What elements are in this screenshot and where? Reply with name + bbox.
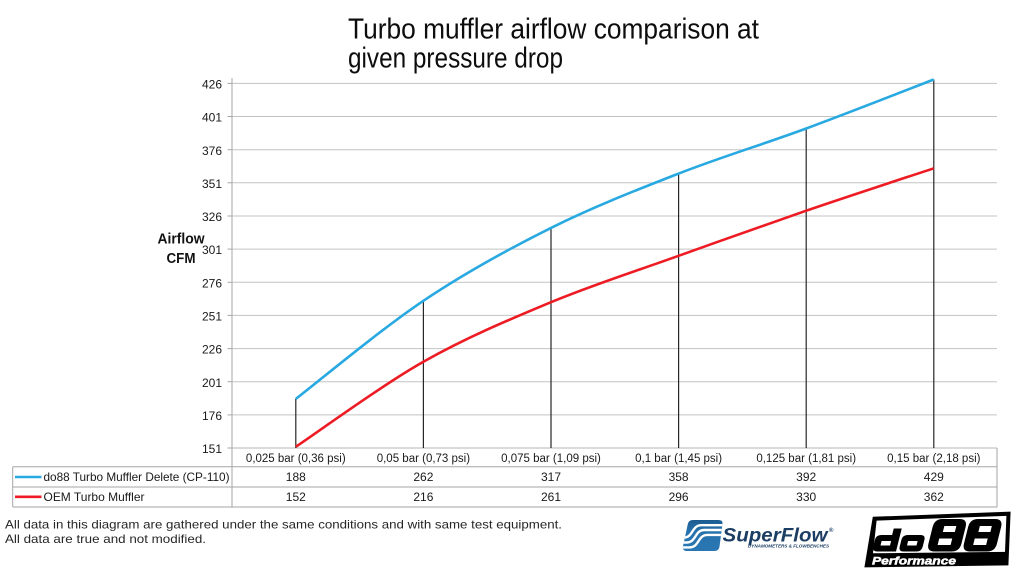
- svg-text:276: 276: [202, 276, 222, 290]
- svg-text:SuperFlow: SuperFlow: [723, 525, 830, 547]
- svg-text:151: 151: [202, 442, 222, 456]
- svg-text:®: ®: [829, 527, 834, 534]
- svg-text:Performance: Performance: [872, 555, 956, 567]
- svg-text:0,025 bar (0,36 psi): 0,025 bar (0,36 psi): [246, 453, 346, 465]
- svg-text:401: 401: [202, 111, 222, 125]
- svg-text:All data in this diagram are g: All data in this diagram are gathered un…: [5, 518, 562, 532]
- svg-text:0,15 bar (2,18 psi): 0,15 bar (2,18 psi): [887, 453, 981, 465]
- svg-text:0,1 bar (1,45 psi): 0,1 bar (1,45 psi): [635, 453, 722, 465]
- svg-text:362: 362: [924, 490, 944, 504]
- svg-text:Turbo muffler airflow comparis: Turbo muffler airflow comparison at: [348, 14, 759, 46]
- svg-text:176: 176: [202, 409, 222, 423]
- svg-text:do88 Turbo Muffler Delete (CP-: do88 Turbo Muffler Delete (CP-110): [44, 470, 230, 484]
- svg-text:301: 301: [202, 243, 222, 257]
- svg-text:DYNAMOMETERS & FLOWBENCHES: DYNAMOMETERS & FLOWBENCHES: [748, 543, 830, 548]
- svg-text:0,125 bar (1,81 psi): 0,125 bar (1,81 psi): [756, 453, 856, 465]
- svg-text:358: 358: [669, 470, 689, 484]
- svg-text:426: 426: [202, 78, 222, 92]
- svg-text:262: 262: [413, 470, 433, 484]
- svg-text:296: 296: [669, 490, 689, 504]
- svg-text:261: 261: [541, 490, 561, 504]
- svg-text:376: 376: [202, 144, 222, 158]
- svg-text:OEM Turbo Muffler: OEM Turbo Muffler: [44, 490, 145, 504]
- svg-text:0,075 bar (1,09 psi): 0,075 bar (1,09 psi): [501, 453, 601, 465]
- svg-text:201: 201: [202, 376, 222, 390]
- svg-text:429: 429: [924, 470, 944, 484]
- svg-text:152: 152: [286, 490, 306, 504]
- svg-text:392: 392: [796, 470, 816, 484]
- svg-text:317: 317: [541, 470, 561, 484]
- svg-text:188: 188: [286, 470, 306, 484]
- svg-text:326: 326: [202, 210, 222, 224]
- svg-text:351: 351: [202, 177, 222, 191]
- svg-text:251: 251: [202, 310, 222, 324]
- svg-text:330: 330: [796, 490, 816, 504]
- svg-text:given pressure drop: given pressure drop: [348, 42, 563, 74]
- svg-text:216: 216: [413, 490, 433, 504]
- svg-text:CFM: CFM: [167, 251, 196, 267]
- svg-text:0,05 bar (0,73 psi): 0,05 bar (0,73 psi): [377, 453, 471, 465]
- svg-text:Airflow: Airflow: [158, 232, 206, 248]
- svg-text:All data are true and not modi: All data are true and not modified.: [5, 532, 206, 546]
- svg-text:226: 226: [202, 343, 222, 357]
